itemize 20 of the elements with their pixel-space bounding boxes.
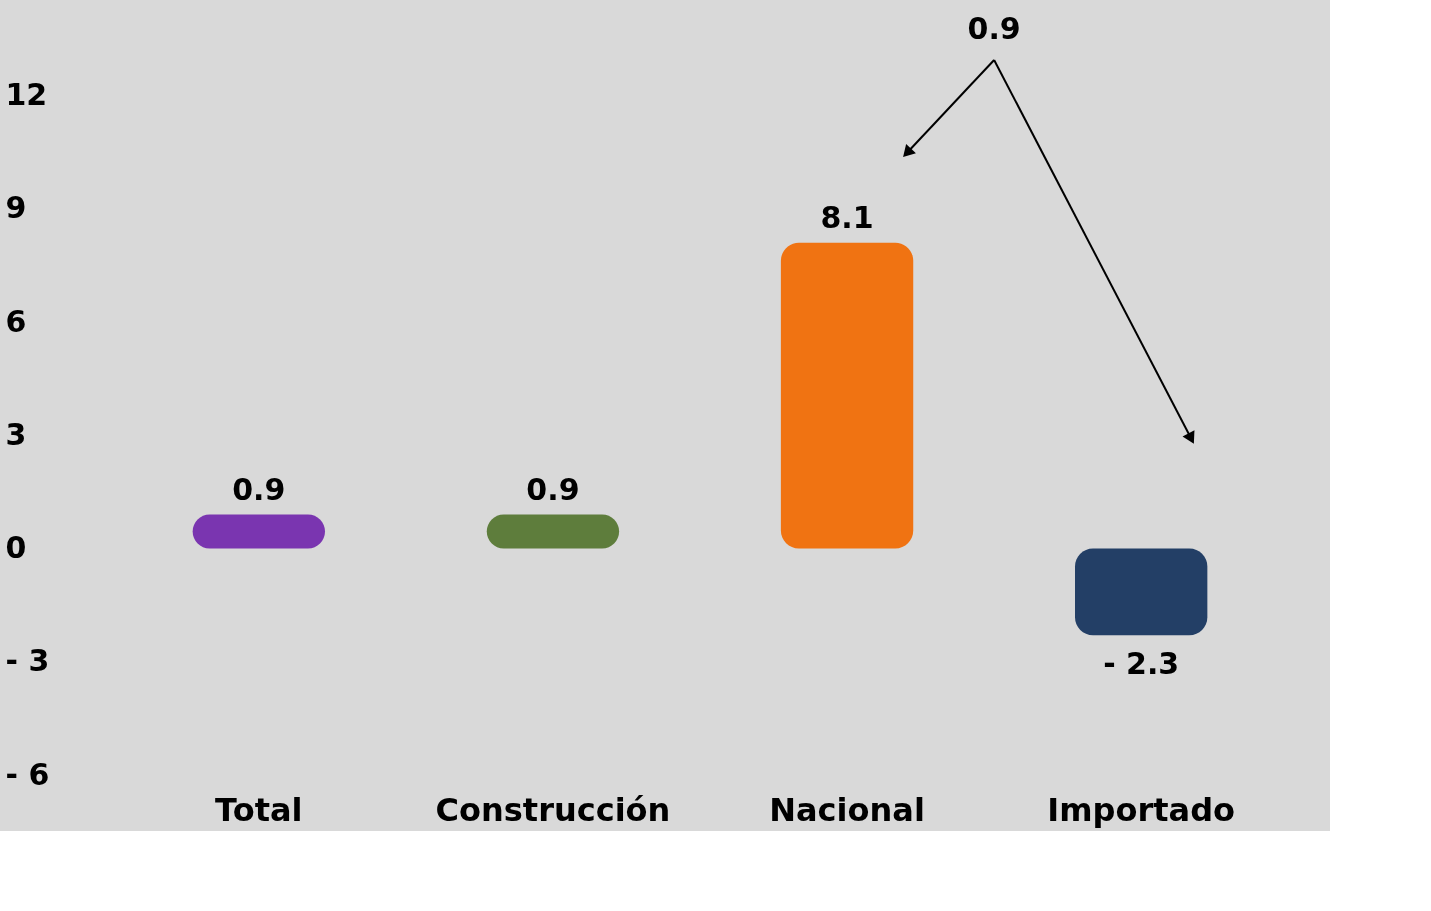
bar [780,242,914,549]
y-tick-label: 3 [5,416,27,452]
data-label: 0.9 [526,471,580,507]
y-tick-label: 6 [5,303,27,339]
bar [1075,548,1208,636]
bar [486,514,620,549]
annotation: 0.9 [967,11,1021,46]
data-label: - 2.3 [1103,646,1180,682]
y-tick-label: 12 [5,77,48,113]
x-tick-label: Construcción [435,790,671,829]
data-label: 8.1 [820,199,874,235]
bar [192,514,325,549]
y-tick-label: 9 [5,190,27,226]
x-tick-label: Nacional [769,790,925,829]
y-tick-label: 0 [5,530,27,566]
y-tick-label: - 3 [5,643,50,679]
data-label: 0.9 [232,471,286,507]
x-tick-label: Total [215,790,303,829]
y-tick-label: - 6 [5,756,50,792]
x-tick-label: Importado [1047,790,1236,829]
